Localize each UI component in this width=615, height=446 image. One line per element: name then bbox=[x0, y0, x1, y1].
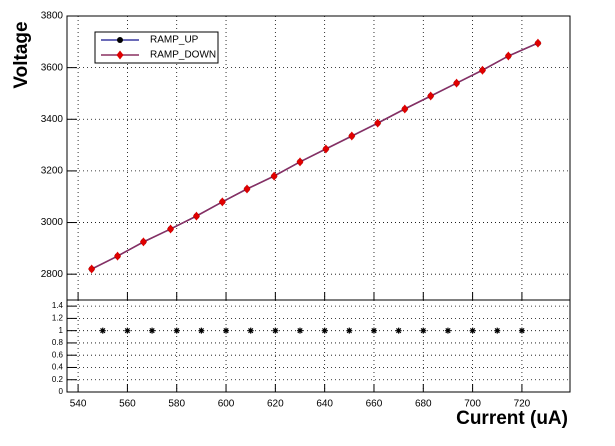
y-tick-label: 3000 bbox=[41, 217, 64, 228]
marker bbox=[374, 118, 382, 128]
y-tick-label: 0.4 bbox=[52, 363, 64, 372]
marker bbox=[198, 327, 205, 334]
marker bbox=[247, 327, 254, 334]
y-tick-label: 0 bbox=[59, 387, 64, 396]
marker bbox=[173, 327, 180, 334]
legend: RAMP_UP RAMP_DOWN bbox=[94, 31, 219, 64]
marker bbox=[88, 264, 96, 274]
x-tick-label: 640 bbox=[316, 399, 333, 410]
y-tick-label: 0.6 bbox=[52, 350, 64, 359]
marker bbox=[401, 104, 409, 114]
legend-box bbox=[94, 31, 219, 64]
marker bbox=[370, 327, 377, 334]
marker bbox=[321, 327, 328, 334]
marker bbox=[243, 184, 251, 194]
y-tick-label: 1.2 bbox=[52, 314, 64, 323]
marker bbox=[478, 65, 486, 75]
x-tick-label: 680 bbox=[415, 399, 432, 410]
x-tick-label: 540 bbox=[70, 399, 87, 410]
marker bbox=[116, 50, 124, 60]
x-tick-label: 620 bbox=[267, 399, 284, 410]
y-tick-label: 3400 bbox=[41, 114, 64, 125]
marker bbox=[272, 327, 279, 334]
marker bbox=[124, 327, 131, 334]
y-tick-label: 3200 bbox=[41, 166, 64, 177]
marker bbox=[518, 327, 525, 334]
y-tick-label: 1 bbox=[59, 326, 64, 335]
marker bbox=[469, 327, 476, 334]
marker bbox=[453, 78, 461, 88]
marker bbox=[99, 327, 106, 334]
marker bbox=[395, 327, 402, 334]
x-tick-label: 600 bbox=[218, 399, 235, 410]
marker bbox=[223, 327, 230, 334]
marker bbox=[117, 37, 123, 43]
y-tick-label: 3600 bbox=[41, 62, 64, 73]
marker bbox=[139, 237, 147, 247]
x-axis-title: Current (uA) bbox=[456, 408, 568, 429]
marker bbox=[504, 51, 512, 61]
marker bbox=[427, 91, 435, 101]
marker bbox=[192, 211, 200, 221]
marker bbox=[297, 327, 304, 334]
marker bbox=[444, 327, 451, 334]
x-tick-label: 700 bbox=[464, 399, 481, 410]
y-tick-label: 1.4 bbox=[52, 301, 64, 310]
x-tick-label: 580 bbox=[168, 399, 185, 410]
marker bbox=[167, 224, 175, 234]
y-tick-label: 0.2 bbox=[52, 375, 64, 384]
marker bbox=[114, 251, 122, 261]
y-tick-label: 0.8 bbox=[52, 338, 64, 347]
marker bbox=[296, 157, 304, 167]
legend-label: RAMP_DOWN bbox=[150, 50, 216, 61]
legend-label: RAMP_UP bbox=[150, 35, 199, 46]
marker bbox=[322, 144, 330, 154]
y-axis-title: Voltage bbox=[11, 21, 32, 88]
marker bbox=[420, 327, 427, 334]
marker bbox=[346, 327, 353, 334]
marker bbox=[494, 327, 501, 334]
x-tick-label: 560 bbox=[119, 399, 136, 410]
marker bbox=[534, 38, 542, 48]
marker bbox=[348, 131, 356, 141]
x-tick-label: 720 bbox=[514, 399, 531, 410]
y-tick-label: 2800 bbox=[41, 269, 64, 280]
bottom-frame bbox=[66, 299, 571, 393]
x-tick-label: 660 bbox=[366, 399, 383, 410]
marker bbox=[270, 171, 278, 181]
y-tick-label: 3800 bbox=[41, 11, 64, 22]
marker bbox=[218, 197, 226, 207]
marker bbox=[149, 327, 156, 334]
series-line bbox=[91, 42, 539, 270]
